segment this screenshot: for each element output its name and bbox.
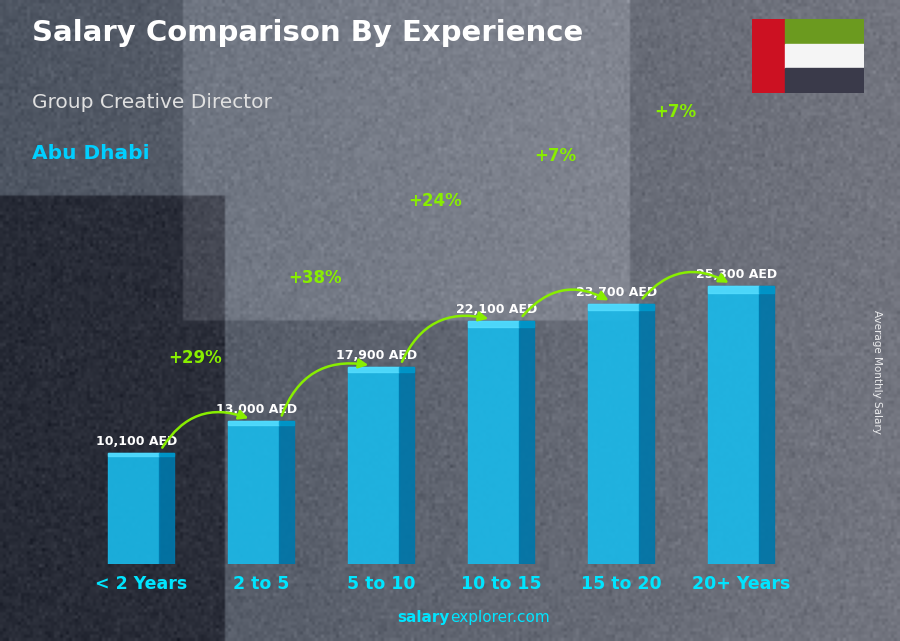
Bar bbox=[588, 304, 640, 564]
Bar bbox=[785, 68, 864, 93]
Text: +24%: +24% bbox=[408, 192, 462, 210]
Text: Abu Dhabi: Abu Dhabi bbox=[32, 144, 149, 163]
Text: 23,700 AED: 23,700 AED bbox=[576, 286, 657, 299]
Text: salary: salary bbox=[398, 610, 450, 625]
Text: +38%: +38% bbox=[288, 269, 342, 287]
Bar bbox=[588, 304, 640, 310]
Bar bbox=[468, 321, 519, 564]
Bar bbox=[280, 421, 294, 425]
Bar bbox=[400, 367, 414, 372]
Bar bbox=[708, 286, 760, 564]
Bar bbox=[348, 367, 400, 564]
Text: 22,100 AED: 22,100 AED bbox=[455, 303, 537, 316]
Bar bbox=[640, 304, 654, 564]
Text: explorer.com: explorer.com bbox=[450, 610, 550, 625]
Bar bbox=[785, 44, 864, 68]
Bar bbox=[708, 286, 760, 293]
Bar bbox=[159, 453, 174, 564]
Text: 10,100 AED: 10,100 AED bbox=[95, 435, 177, 448]
Text: Average Monthly Salary: Average Monthly Salary bbox=[872, 310, 883, 434]
Text: Group Creative Director: Group Creative Director bbox=[32, 93, 272, 112]
Text: Salary Comparison By Experience: Salary Comparison By Experience bbox=[32, 19, 583, 47]
Bar bbox=[228, 421, 280, 425]
Bar bbox=[640, 304, 654, 310]
Bar bbox=[519, 321, 534, 328]
Bar bbox=[228, 421, 280, 564]
Bar bbox=[752, 19, 785, 93]
Text: 17,900 AED: 17,900 AED bbox=[336, 349, 417, 362]
Text: +29%: +29% bbox=[168, 349, 222, 367]
Text: 13,000 AED: 13,000 AED bbox=[216, 403, 297, 416]
Bar bbox=[785, 19, 864, 44]
Bar bbox=[108, 453, 159, 564]
Bar bbox=[280, 421, 294, 564]
Bar bbox=[519, 321, 534, 564]
Text: +7%: +7% bbox=[534, 147, 576, 165]
Bar bbox=[348, 367, 400, 372]
Bar bbox=[760, 286, 774, 564]
Bar bbox=[400, 367, 414, 564]
Bar bbox=[108, 453, 159, 456]
Bar bbox=[468, 321, 519, 328]
Bar bbox=[159, 453, 174, 456]
Text: +7%: +7% bbox=[654, 103, 696, 121]
Text: 25,300 AED: 25,300 AED bbox=[696, 268, 777, 281]
Bar bbox=[760, 286, 774, 293]
